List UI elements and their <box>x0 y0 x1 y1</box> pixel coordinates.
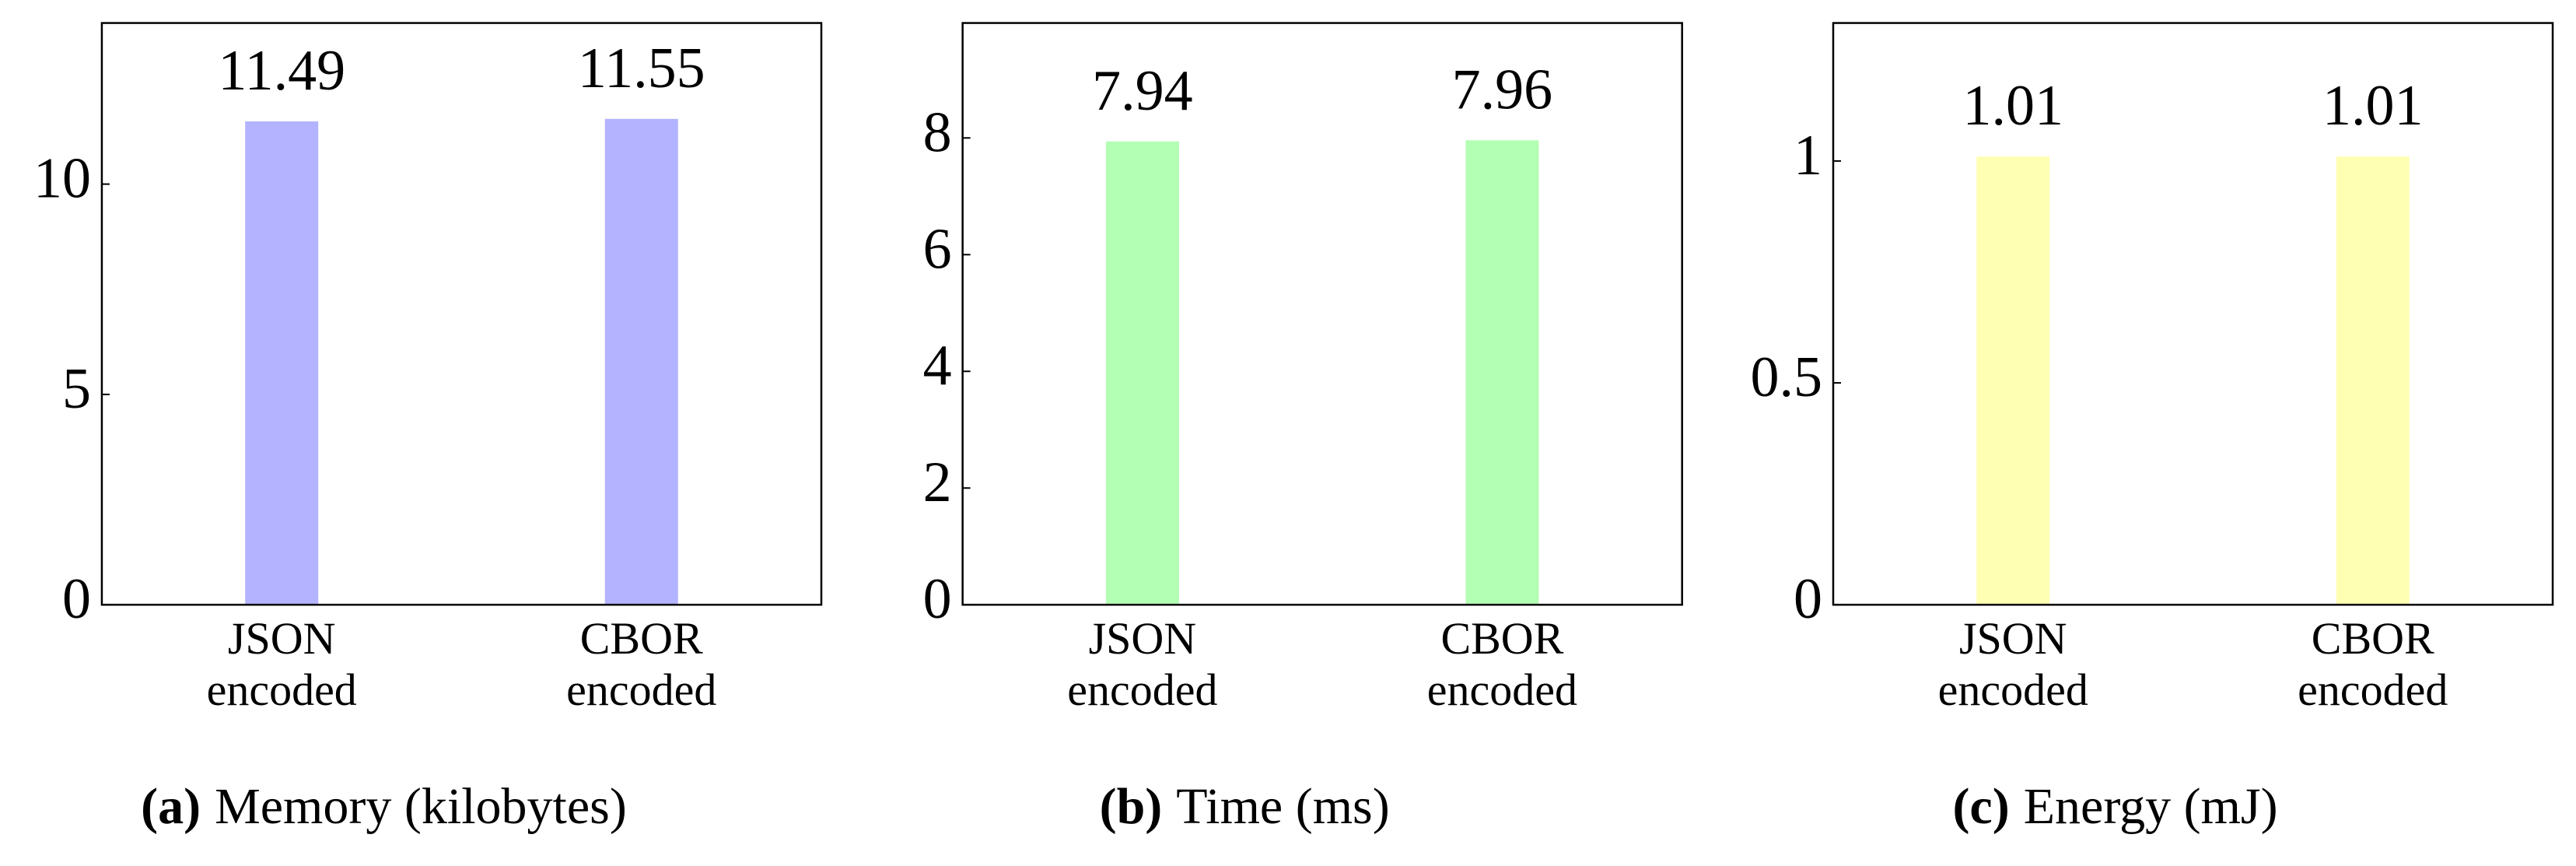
x-tick-label-line: JSON <box>228 614 336 664</box>
caption: (c) Energy (mJ) <box>1952 778 2277 835</box>
x-tick-label-line: encoded <box>1427 665 1577 716</box>
plot-frame <box>100 22 823 606</box>
y-tick-label: 0 <box>923 567 952 631</box>
y-tick-label: 1 <box>1794 124 1822 188</box>
bar <box>1465 140 1539 605</box>
value-label: 11.55 <box>578 37 705 100</box>
y-tick-label: 6 <box>923 217 952 281</box>
caption: (b) Time (ms) <box>1100 778 1390 835</box>
bar <box>2336 156 2410 605</box>
bar <box>1976 156 2050 605</box>
x-tick-label-line: JSON <box>1089 614 1197 664</box>
y-tick-label: 10 <box>33 147 91 211</box>
bar <box>604 118 678 605</box>
bar <box>245 121 319 605</box>
caption-title: Time (ms) <box>1176 778 1389 835</box>
x-tick-label: JSON encoded <box>1067 614 1217 716</box>
caption-label: (b) <box>1100 778 1163 835</box>
x-tick-label-line: encoded <box>207 665 357 716</box>
y-tick-label: 4 <box>923 334 952 398</box>
x-tick-label: CBOR encoded <box>2298 614 2448 716</box>
value-label: 11.49 <box>218 39 345 103</box>
x-tick-label-line: encoded <box>566 665 716 716</box>
value-label: 7.96 <box>1452 58 1553 121</box>
plot-frame <box>961 22 1683 606</box>
x-tick-label-line: CBOR <box>1440 614 1563 664</box>
bar <box>1105 141 1179 605</box>
x-tick-label-line: encoded <box>2298 665 2448 716</box>
caption-title: Energy (mJ) <box>2024 778 2278 835</box>
y-tick-label: 0 <box>62 567 91 631</box>
x-tick-label-line: CBOR <box>2312 614 2434 664</box>
value-label: 7.94 <box>1092 59 1193 123</box>
x-tick-label: CBOR encoded <box>1427 614 1577 716</box>
x-tick-label-line: encoded <box>1067 665 1217 716</box>
caption-label: (a) <box>141 778 201 835</box>
x-tick-label: JSON encoded <box>1938 614 2088 716</box>
y-tick-label: 0 <box>1794 567 1822 631</box>
x-tick-label: JSON encoded <box>207 614 357 716</box>
caption-label: (c) <box>1952 778 2009 835</box>
y-tick-label: 2 <box>923 451 952 514</box>
y-tick-label: 8 <box>923 100 952 164</box>
x-tick-label: CBOR encoded <box>566 614 716 716</box>
value-label: 1.01 <box>2322 74 2424 138</box>
y-tick-label: 0.5 <box>1750 345 1822 409</box>
y-tick-label: 5 <box>62 357 91 421</box>
x-tick-label-line: encoded <box>1938 665 2088 716</box>
caption: (a) Memory (kilobytes) <box>141 778 627 835</box>
x-tick-label-line: JSON <box>1959 614 2067 664</box>
plot-frame <box>1832 22 2554 606</box>
value-label: 1.01 <box>1963 74 2064 138</box>
caption-title: Memory (kilobytes) <box>215 778 627 835</box>
x-tick-label-line: CBOR <box>580 614 703 664</box>
